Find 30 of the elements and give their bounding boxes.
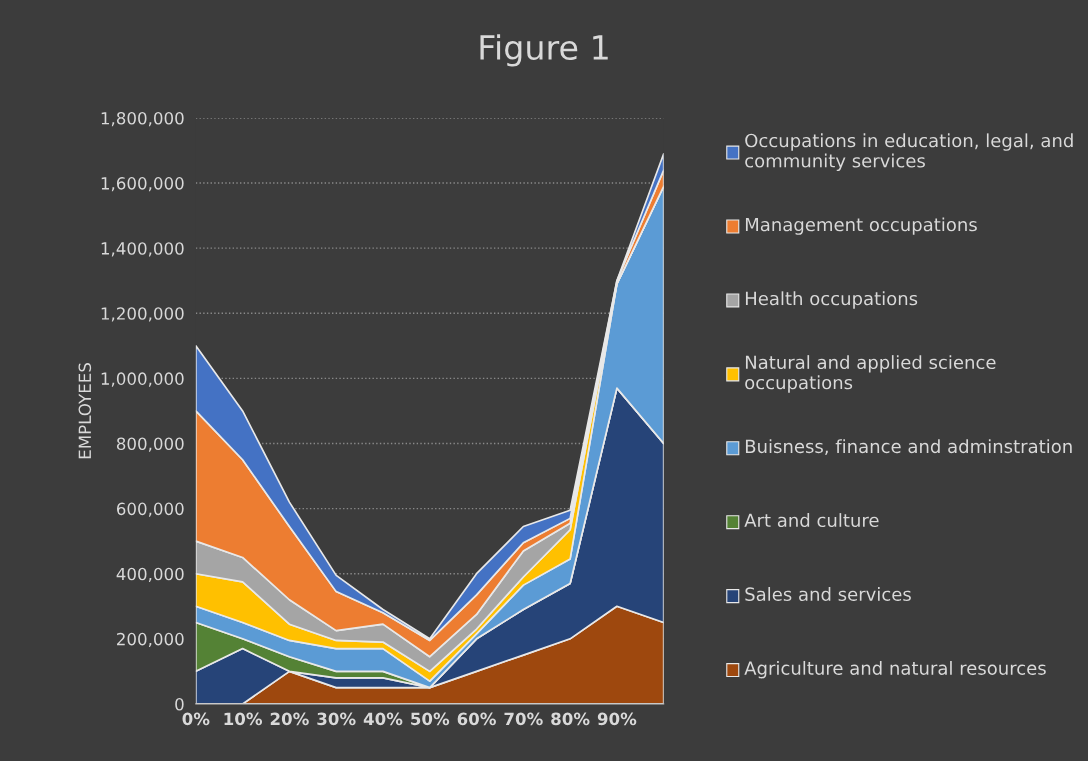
x-tick-label: 80% <box>551 712 590 726</box>
y-tick-label: 400,000 <box>116 567 184 582</box>
y-tick-label: 600,000 <box>116 502 184 517</box>
legend-label: Management occupations <box>745 217 977 235</box>
y-tick-label: 1,200,000 <box>101 307 184 322</box>
legend-label: Agriculture and natural resources <box>744 660 1046 679</box>
x-tick-label: 20% <box>270 712 309 726</box>
x-tick-label: 30% <box>317 712 356 726</box>
legend-label: Buisness, finance and adminstration <box>745 439 1072 455</box>
x-tick-label: 50% <box>411 712 450 726</box>
x-tick-label: 10% <box>224 712 263 726</box>
x-tick-label: 60% <box>457 712 496 726</box>
y-tick-label: 800,000 <box>116 437 184 452</box>
y-tick-label: 1,400,000 <box>101 242 184 257</box>
y-tick-label: 200,000 <box>117 632 184 648</box>
chart-title: Figure 1 <box>480 34 608 67</box>
y-tick-label: 1,800,000 <box>101 111 184 127</box>
y-tick-label: 0 <box>175 697 184 711</box>
legend-label: Natural and applied science occupations <box>745 355 996 393</box>
legend-label: Sales and services <box>745 587 911 601</box>
y-tick-label: 1,600,000 <box>101 177 184 192</box>
x-tick-label: 0% <box>182 712 210 726</box>
x-tick-label: 70% <box>504 712 543 726</box>
legend-label: Occupations in education, legal, and community services <box>745 133 1073 172</box>
x-tick-label: 90% <box>597 712 637 726</box>
x-tick-label: 40% <box>363 712 403 726</box>
y-tick-label: 1,000,000 <box>101 372 184 387</box>
legend-label: Health occupations <box>745 291 918 309</box>
legend-label: Art and culture <box>744 513 879 528</box>
y-axis-title: EMPLOYEES <box>78 363 92 459</box>
